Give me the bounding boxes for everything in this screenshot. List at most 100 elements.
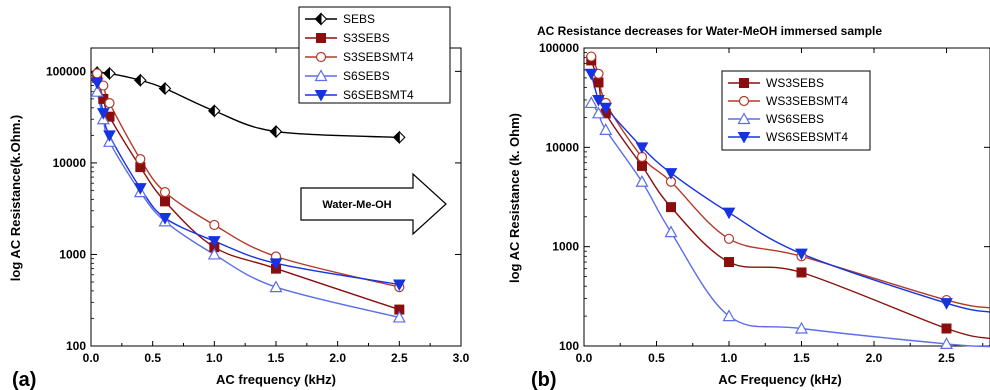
data-point-ws6sebs	[591, 106, 606, 119]
data-point-s6sebs	[269, 280, 283, 293]
legend-label: S3SEBS	[343, 31, 390, 45]
data-point-s6sebs	[392, 310, 406, 323]
legend-marker-ws3sebs	[739, 78, 749, 88]
legend-marker-ws6sebsmt4	[737, 132, 751, 144]
legend-entry-ws6sebs: WS6SEBS	[728, 112, 824, 126]
y-tick-label: 10000	[53, 156, 87, 170]
data-point-s6sebsmt4	[96, 108, 110, 120]
data-point-s6sebsmt4	[103, 130, 116, 142]
data-point-s6sebsmt4	[133, 183, 147, 195]
data-point-sebs	[269, 124, 283, 139]
legend-entry-ws3sebsmt4: WS3SEBSMT4	[728, 94, 848, 108]
y-tick-label: 100000	[539, 41, 579, 55]
data-point-sebs	[158, 81, 172, 96]
x-tick-label: 0.0	[576, 351, 593, 365]
data-point-s3sebsmt4	[159, 186, 171, 198]
panel-a-markers	[90, 65, 406, 323]
legend-marker-s6sebs	[314, 69, 328, 82]
legend-label: S6SEBSMT4	[343, 88, 414, 102]
legend-marker-s3sebs	[316, 33, 326, 43]
legend-marker-ws6sebs	[737, 112, 751, 125]
legend-label: S3SEBSMT4	[343, 50, 414, 64]
data-point-ws3sebs	[796, 267, 807, 278]
data-point-sebs	[393, 130, 406, 145]
data-point-s3sebsmt4	[135, 154, 146, 165]
panel-a-ticks: 0.0 0.5 1.0 1.5 2.0 2.5 3.0 100 1000 10000 100000	[46, 48, 470, 365]
legend-entry-sebs: SEBS	[305, 12, 375, 26]
x-tick-label: 0.5	[144, 351, 161, 365]
data-point-s6sebs	[207, 247, 221, 260]
panel-a: 0.0 0.5 1.0 1.5 2.0 2.5 3.0100100010000100000 …	[8, 6, 470, 390]
data-point-ws3sebs	[593, 77, 604, 88]
data-point-ws3sebsmt4	[586, 51, 597, 62]
data-point-sebs	[134, 73, 147, 87]
data-point-ws6sebsmt4	[664, 168, 678, 180]
data-point-ws3sebs	[637, 160, 647, 171]
x-tick-label: 1.0	[721, 351, 738, 365]
data-point-ws6sebs	[794, 321, 809, 334]
data-point-ws6sebsmt4	[599, 102, 613, 115]
data-point-s3sebsmt4	[104, 98, 115, 109]
data-point-ws3sebs	[724, 257, 734, 268]
data-point-ws6sebs	[722, 309, 736, 322]
data-point-ws6sebs	[939, 337, 954, 349]
x-tick-label: 2.0	[866, 351, 883, 365]
legend-marker-s3sebsmt4	[315, 51, 327, 63]
data-point-ws6sebs	[584, 96, 598, 109]
legend-entry-s3sebsmt4: S3SEBSMT4	[305, 50, 414, 64]
x-tick-label: 1.5	[793, 351, 810, 365]
y-tick-label: 10000	[546, 140, 580, 154]
data-point-s3sebsmt4	[209, 219, 220, 231]
y-tick-label: 100	[559, 339, 579, 353]
x-tick-label: 2.0	[329, 351, 346, 365]
x-tick-label: 2.5	[391, 351, 408, 365]
data-point-s6sebsmt4	[158, 213, 172, 225]
data-point-s6sebsmt4	[269, 258, 283, 270]
data-point-s6sebsmt4	[90, 77, 104, 90]
y-tick-label: 1000	[59, 247, 86, 261]
arrow-label: Water-Me-OH	[322, 199, 391, 211]
legend-label: WS6SEBSMT4	[766, 130, 848, 144]
x-tick-label: 0.0	[83, 351, 100, 365]
data-point-ws6sebsmt4	[795, 248, 808, 261]
x-tick-label: 1.0	[206, 351, 223, 365]
data-point-sebs	[208, 104, 221, 118]
data-point-ws6sebsmt4	[592, 94, 605, 107]
data-point-sebs	[103, 66, 116, 81]
x-tick-label: 2.5	[938, 351, 955, 365]
legend-entry-ws6sebsmt4: WS6SEBSMT4	[728, 130, 848, 144]
data-point-s6sebsmt4	[392, 279, 406, 292]
panel-b-title: AC Resistance decreases for Water-MeOH i…	[537, 24, 882, 38]
data-point-ws6sebsmt4	[584, 68, 598, 81]
panel-b: AC Resistance decreases for Water-MeOH i…	[507, 24, 990, 390]
panel-b-ticks: 0.0 0.5 1.0 1.5 2.0 2.5 100 1000 10000 100000	[539, 41, 990, 365]
data-point-ws3sebs	[666, 202, 676, 213]
arrow-shape	[300, 172, 447, 236]
data-point-ws6sebs	[635, 175, 649, 187]
legend-label: WS3SEBS	[766, 76, 824, 90]
panel-a-legend: SEBS S3SEBS S3SEBSMT4 S6SEBS S6SEBSMT4	[298, 6, 451, 104]
y-tick-label: 100	[66, 339, 86, 353]
data-point-s6sebsmt4	[207, 236, 221, 248]
legend-marker-ws3sebsmt4	[738, 95, 750, 107]
legend-marker-sebs	[314, 12, 328, 26]
data-point-s3sebs	[160, 196, 170, 207]
data-point-ws6sebs	[664, 225, 678, 238]
panel-b-markers	[584, 51, 954, 349]
data-point-ws6sebsmt4	[940, 298, 953, 310]
data-point-ws3sebsmt4	[723, 233, 735, 244]
panel-b-ylabel: log AC Resistance (k. Ohm)	[507, 113, 522, 283]
panel-a-ylabel: log AC Resistance(k.Ohm.)	[8, 115, 23, 281]
legend-label: WS3SEBSMT4	[766, 94, 848, 108]
legend-entry-s3sebs: S3SEBS	[305, 31, 390, 45]
data-point-ws6sebs	[599, 123, 613, 135]
panel-a-xlabel: AC frequency (kHz)	[216, 372, 336, 387]
panel-a-letter: (a)	[12, 369, 36, 390]
panel-b-xlabel: AC Frequency (kHz)	[718, 372, 842, 387]
y-tick-label: 1000	[552, 240, 579, 254]
data-point-s3sebsmt4	[92, 68, 103, 79]
legend-entry-ws3sebs: WS3SEBS	[728, 76, 824, 90]
legend-label: WS6SEBS	[766, 112, 824, 126]
legend-entry-s6sebsmt4: S6SEBSMT4	[305, 88, 414, 102]
